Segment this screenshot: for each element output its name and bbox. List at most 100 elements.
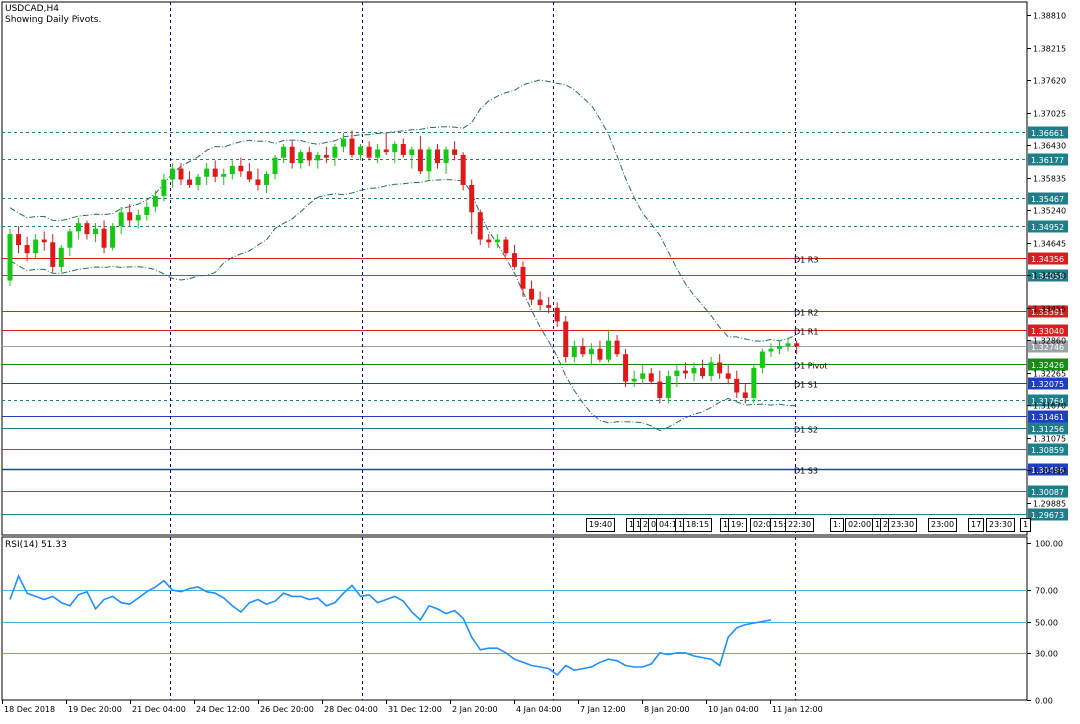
candle-body [700,367,706,377]
rsi-line [9,573,772,676]
price-tag [1028,126,1068,139]
candle-body [255,179,261,185]
candle-body [529,288,535,300]
price-tag [1028,422,1068,435]
time-axis-label: 21 Dec 04:00 [132,705,186,714]
timeframe-label: 19: [728,518,747,532]
price-tag [1028,358,1068,371]
candle-body [640,373,646,379]
price-tag [1028,443,1068,456]
candle-body [768,348,774,352]
pivot-level-label: D1 R2 [794,309,818,318]
candle-body [332,146,338,158]
price-tag [1028,305,1068,318]
candle-body [24,245,30,254]
price-tag-label: 1.31461 [1031,413,1064,422]
pivot-level-label: D1 Pivot [794,362,827,371]
candle-body [349,138,355,155]
price-tag [1028,377,1068,390]
timeframe-label: 17 [968,518,985,532]
candle-body [682,370,688,374]
candle-body [511,253,517,267]
candle-body [323,154,329,158]
rsi-tick-label: 100.00 [1035,540,1063,549]
candle-body [794,343,800,347]
timeframe-label: 18:15 [683,518,713,532]
candle-body [400,143,406,155]
candle-body [751,367,757,398]
price-tag [1028,340,1068,353]
candle-body [366,146,372,158]
candle-body [212,168,218,177]
candle-body [759,351,765,368]
candle-body [648,373,654,382]
timeframe-label: 23:30 [888,518,918,532]
candle-body [298,152,304,164]
candle-body [281,146,287,158]
candle-body [340,138,346,147]
pivot-level-label: D1 R1 [794,328,818,337]
price-tick-label: 1.35240 [1033,207,1066,216]
candle-body [41,239,47,243]
candle-body [623,354,629,382]
rsi-pane-frame [1,536,1028,701]
candle-body [477,212,483,240]
candle-body [674,370,680,377]
price-tick-label: 1.37025 [1033,110,1066,119]
timeframe-label: 1 [1020,518,1032,532]
candle-body [597,348,603,360]
candle-body [563,321,569,357]
timeframe-label: 02:00 [845,518,875,532]
candle-body [135,214,141,221]
timeframe-label: 19:40 [586,518,616,532]
candle-body [50,242,56,267]
candle-body [503,239,509,254]
candle-body [486,239,492,243]
rsi-label: RSI(14) 51.33 [5,540,67,550]
price-tag-label: 1.32746 [1031,343,1064,352]
candle-body [118,212,124,226]
price-tag-label: 1.30859 [1031,446,1064,455]
price-tick-label: 1.34645 [1033,240,1066,249]
candle-body [178,168,184,180]
candle-body [443,149,449,164]
price-tag-label: 1.31256 [1031,425,1064,434]
candle-body [127,212,133,221]
candle-body [435,149,440,164]
candle-body [417,149,423,172]
price-tick-label: 1.29885 [1033,500,1066,509]
price-tag [1028,508,1068,521]
rsi-tick-label: 0.00 [1035,697,1053,706]
candle-body [7,234,13,281]
candle-body [494,239,500,243]
price-tick-label: 1.30480 [1033,467,1066,476]
price-tick-label: 1.36430 [1033,142,1066,151]
timeframe-label: 15: [770,518,789,532]
candle-body [785,343,791,347]
price-tag [1028,485,1068,498]
time-axis-label: 24 Dec 12:00 [196,705,250,714]
candle-body [375,149,381,158]
candle-body [264,174,269,185]
price-tag-label: 1.35467 [1031,195,1064,204]
candle-body [358,146,364,155]
candle-body [221,174,227,177]
price-tag-label: 1.32426 [1031,361,1064,370]
candle-body [614,340,620,355]
candle-body [717,362,723,374]
price-tag-label: 1.30496 [1031,466,1064,475]
time-axis-label: 31 Dec 12:00 [388,705,442,714]
candle-body [306,152,312,161]
time-axis-label: 18 Dec 2018 [4,705,55,714]
price-tag [1028,252,1068,265]
price-tag-label: 1.36177 [1031,156,1064,165]
price-tag-label: 1.36661 [1031,129,1064,138]
candle-body [571,346,577,357]
price-tag-label: 1.30087 [1031,488,1064,497]
price-tag [1028,463,1068,476]
candle-body [725,373,731,379]
candle-body [67,231,73,248]
candle-body [58,247,64,267]
